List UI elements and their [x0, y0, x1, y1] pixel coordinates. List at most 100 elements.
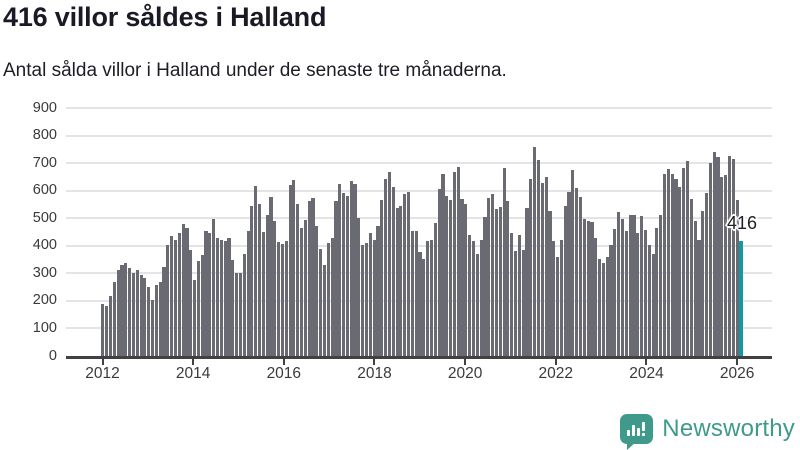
y-axis-tick-label: 600: [32, 182, 57, 199]
bar: [277, 242, 281, 356]
bar: [724, 174, 728, 356]
bar: [445, 196, 449, 356]
x-axis-tick-mark: [645, 358, 648, 365]
bar: [643, 229, 648, 356]
bar: [338, 184, 342, 356]
bar: [533, 147, 537, 356]
bar: [322, 265, 327, 356]
gridline: [66, 107, 772, 109]
x-axis-tick-label: 2018: [357, 365, 392, 382]
bar: [189, 249, 193, 356]
bar: [422, 259, 426, 356]
bar: [601, 263, 605, 356]
bar: [563, 206, 567, 356]
bar: [269, 196, 273, 356]
bar: [716, 157, 720, 356]
bar: [368, 233, 372, 356]
bar: [578, 197, 583, 356]
bar: [418, 252, 422, 356]
bar: [491, 194, 495, 356]
bar: [361, 244, 365, 356]
bar: [410, 231, 414, 356]
bar: [475, 254, 479, 356]
bar: [380, 200, 384, 356]
bar: [105, 305, 109, 356]
bar: [185, 227, 189, 356]
bar: [364, 243, 369, 356]
bar: [131, 273, 135, 356]
bar: [273, 220, 277, 356]
x-axis-tick-mark: [464, 358, 467, 365]
gridline: [66, 134, 772, 137]
y-axis-tick-label: 800: [32, 127, 57, 144]
bar: [674, 179, 678, 356]
bar: [517, 234, 521, 356]
bar: [299, 227, 304, 356]
bar: [437, 189, 441, 356]
x-axis-tick-label: 2016: [266, 365, 302, 382]
bar: [250, 205, 254, 356]
highlighted-bar: [739, 241, 743, 356]
bar: [582, 219, 586, 356]
bar: [345, 196, 349, 356]
bar: [124, 262, 128, 356]
bar: [685, 160, 690, 356]
bar: [651, 253, 655, 356]
x-axis-tick-label: 2022: [538, 365, 574, 382]
bar: [693, 221, 697, 356]
bar: [483, 217, 487, 356]
bar: [384, 178, 388, 356]
x-axis-tick-mark: [192, 358, 195, 365]
bar: [471, 241, 476, 356]
bar: [108, 296, 113, 356]
bar: [387, 172, 392, 356]
bar: [162, 266, 166, 356]
bar: [494, 208, 498, 356]
x-axis-tick-mark: [736, 358, 739, 365]
bar: [536, 160, 541, 356]
bar: [590, 222, 594, 356]
bar: [605, 256, 609, 356]
bar: [567, 192, 571, 356]
bar: [731, 158, 735, 356]
bar: [170, 236, 174, 356]
bar: [609, 244, 613, 356]
gridline: [66, 217, 772, 220]
bar: [617, 212, 621, 356]
bar: [479, 239, 483, 356]
bar: [116, 269, 120, 356]
bar: [150, 299, 155, 356]
bar: [678, 187, 682, 356]
bar: [540, 182, 544, 356]
bar: [632, 215, 636, 356]
x-axis-tick-label: 2012: [85, 365, 120, 382]
bar: [212, 219, 216, 356]
bar: [529, 179, 533, 356]
bar: [376, 225, 380, 356]
value-annotation: 416: [727, 213, 758, 233]
bar: [544, 176, 548, 356]
bar: [265, 214, 269, 356]
bar: [670, 173, 674, 356]
bar-chart: 0 100 200 300 400 500 600 700 800 900 2012 2014 2016…: [32, 99, 772, 382]
bar: [433, 222, 437, 356]
bar: [426, 241, 430, 356]
bar: [586, 220, 590, 356]
x-axis-line: [66, 355, 772, 359]
bar: [238, 273, 242, 356]
y-axis-tick-label: 900: [32, 99, 57, 116]
bar: [284, 241, 288, 356]
bar: [624, 230, 628, 356]
bar: [460, 199, 464, 356]
y-axis-tick-label: 700: [32, 154, 57, 171]
x-axis-tick-label: 2024: [629, 365, 664, 382]
bar: [311, 197, 315, 356]
bar: [449, 200, 453, 356]
bar: [326, 243, 330, 356]
bar: [403, 194, 407, 356]
bar: [620, 219, 625, 356]
bar: [353, 183, 357, 356]
bar: [636, 233, 640, 356]
newsworthy-logo[interactable]: Newsworthy: [620, 414, 795, 450]
bar: [659, 215, 663, 356]
